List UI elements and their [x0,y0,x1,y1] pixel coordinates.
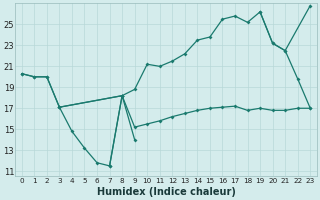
X-axis label: Humidex (Indice chaleur): Humidex (Indice chaleur) [97,187,236,197]
